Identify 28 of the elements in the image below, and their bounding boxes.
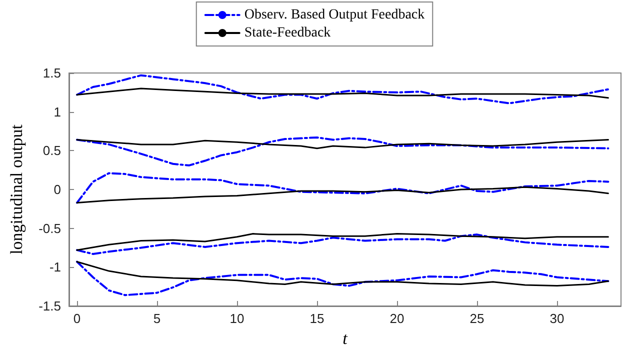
- line-series: [76, 186, 609, 204]
- y-tick-label: -1.5: [38, 298, 61, 314]
- y-tick-label: -1: [49, 260, 61, 275]
- line-series: [76, 88, 609, 99]
- y-tick-label: 0.5: [42, 143, 61, 158]
- y-axis-title: longitudinal output: [7, 124, 26, 254]
- x-tick-label: 5: [153, 311, 161, 326]
- line-series: [76, 136, 610, 166]
- line-series: [76, 260, 610, 296]
- x-tick-label: 20: [390, 311, 404, 326]
- line-series: [76, 234, 610, 255]
- x-tick-label: 30: [550, 311, 564, 326]
- line-series: [76, 172, 610, 204]
- x-tick-label: 25: [470, 311, 484, 326]
- y-tick-label: 1: [54, 104, 61, 120]
- y-tick-label: 0: [54, 182, 61, 197]
- line-series: [76, 139, 609, 150]
- x-axis-title: t: [342, 329, 349, 348]
- line-series: [76, 74, 610, 104]
- y-tick-label: -0.5: [38, 220, 61, 236]
- line-series: [76, 233, 609, 251]
- line-series: [76, 260, 609, 287]
- x-tick-label: 10: [230, 311, 244, 326]
- legend-label: State-Feedback: [244, 26, 331, 40]
- x-tick-label: 15: [310, 311, 324, 326]
- legend-label: Observ. Based Output Feedback: [244, 8, 425, 22]
- x-tick-label: 0: [73, 311, 81, 326]
- y-tick-label: 1.5: [42, 66, 61, 80]
